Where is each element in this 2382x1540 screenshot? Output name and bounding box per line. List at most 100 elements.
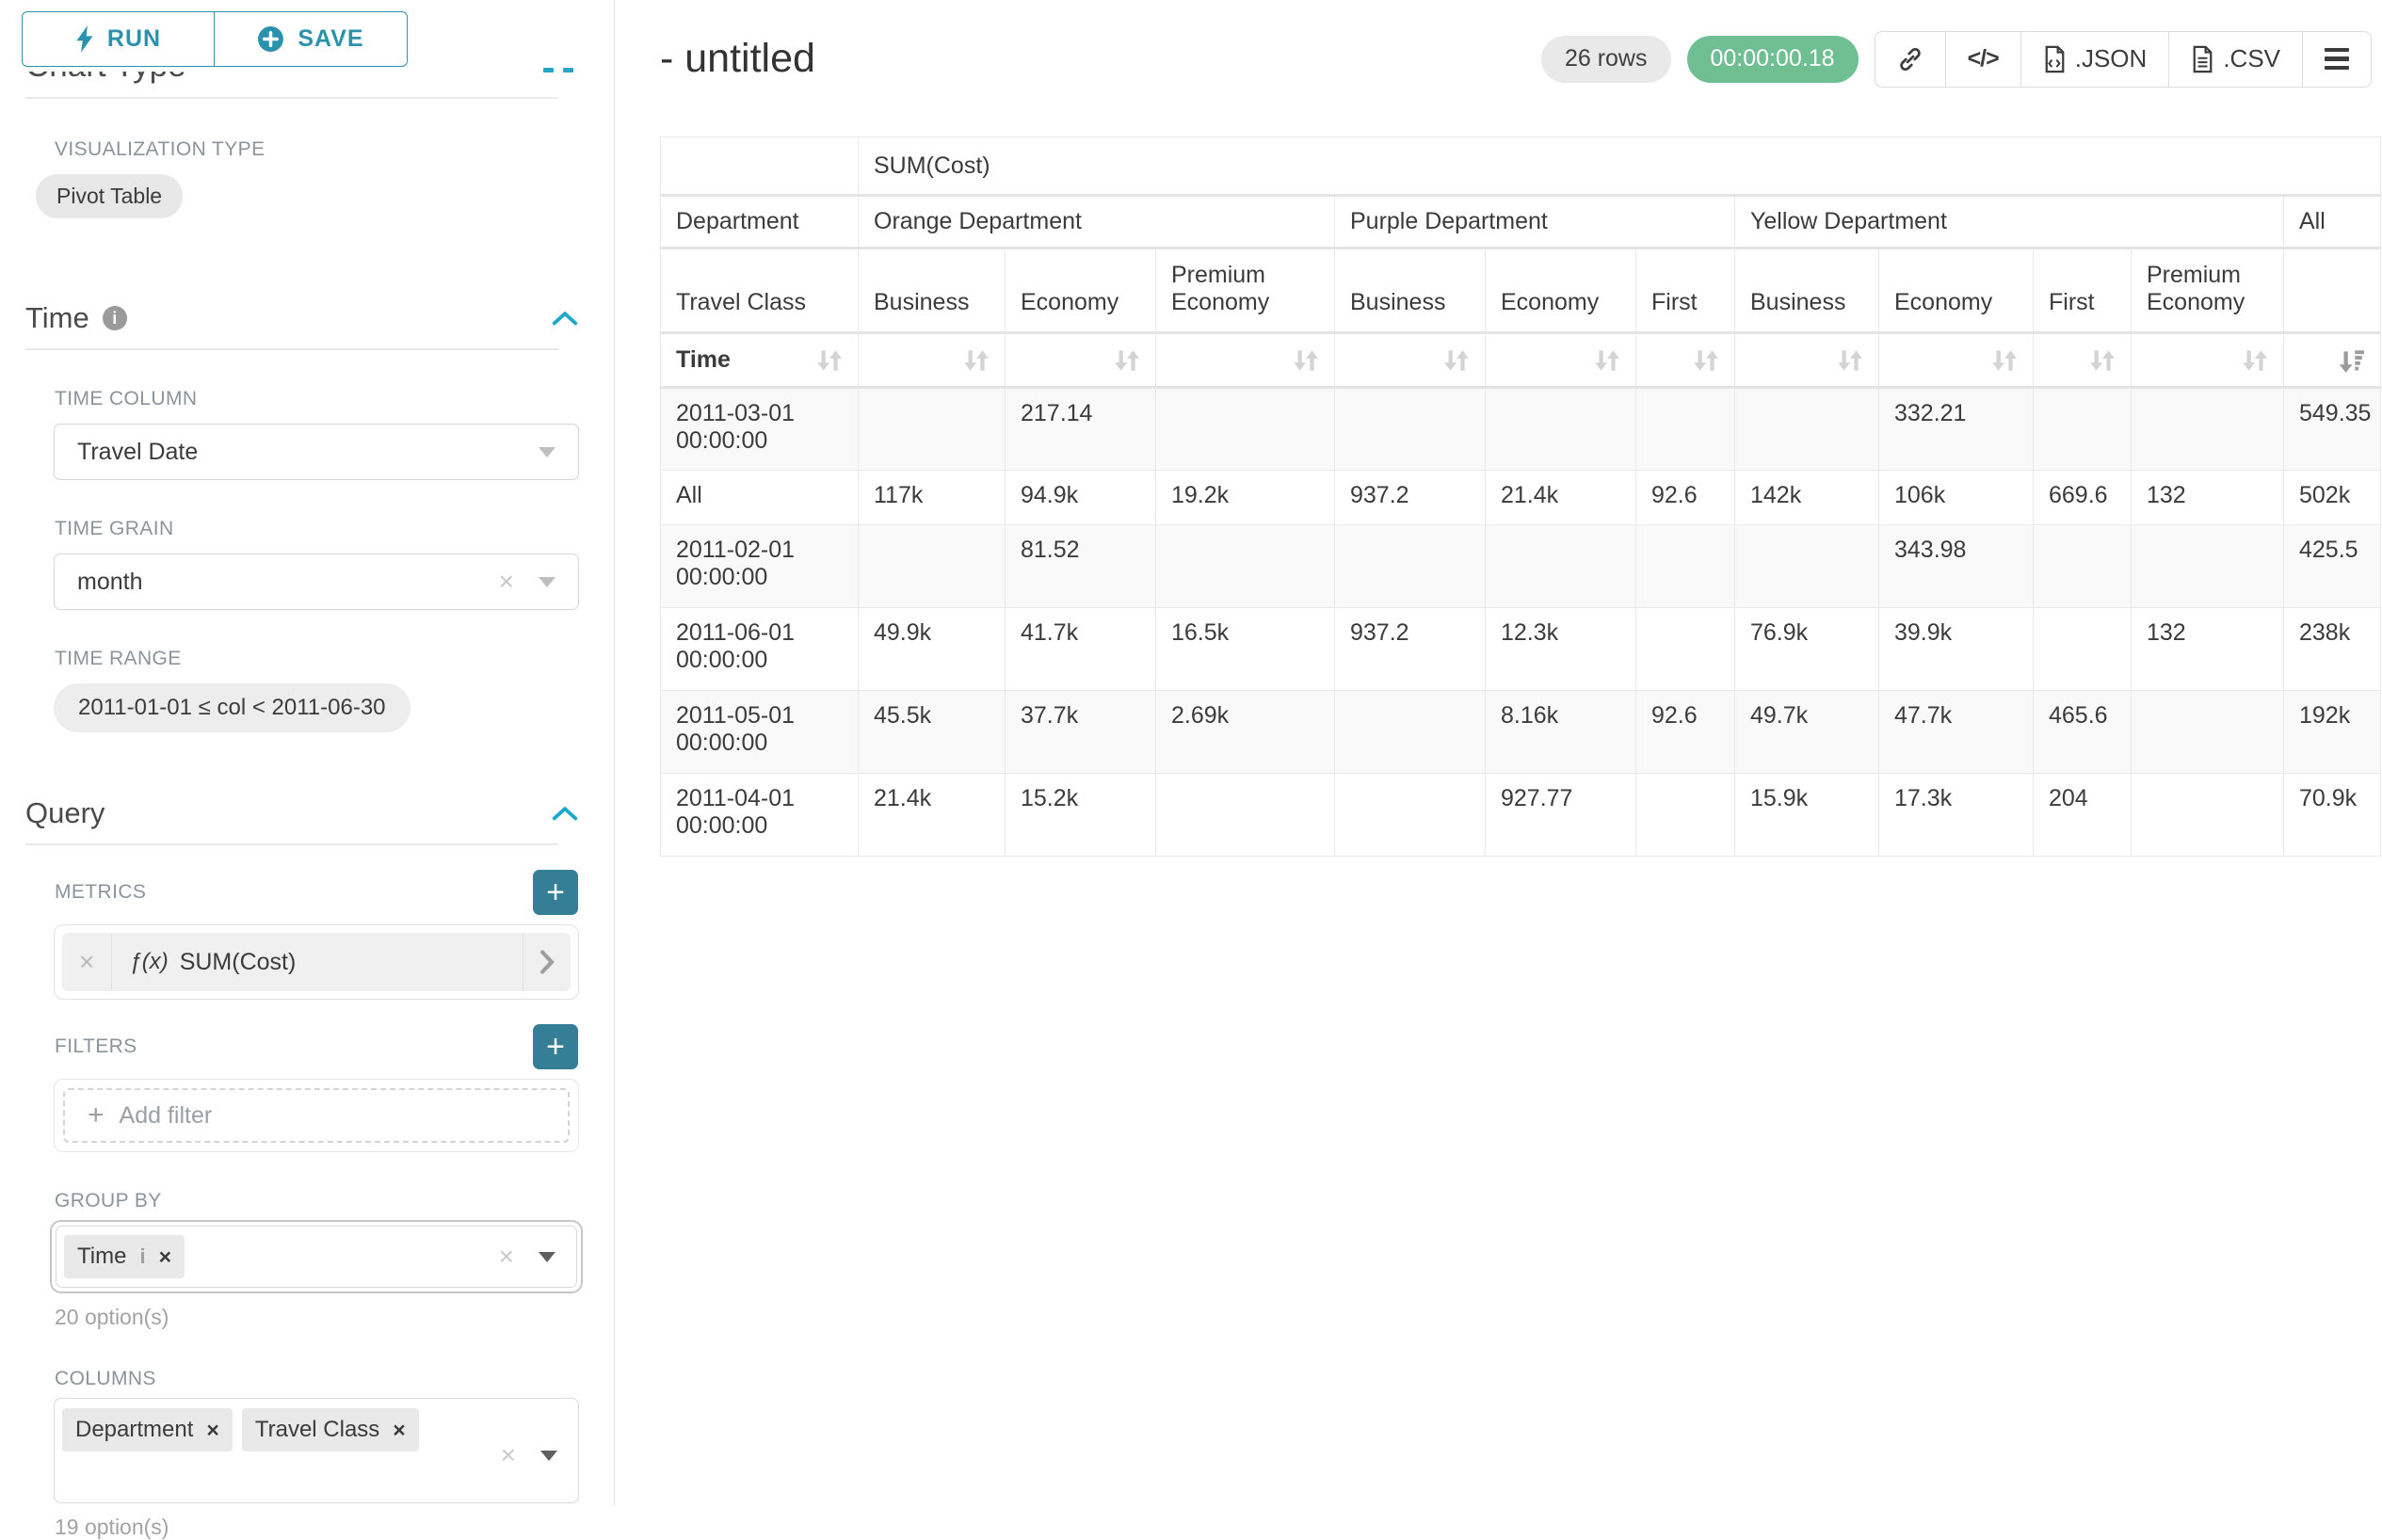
- sort-header[interactable]: [1735, 333, 1879, 388]
- remove-tag-icon[interactable]: ×: [159, 1244, 171, 1270]
- caret-down-icon: [539, 577, 555, 587]
- group-by-select[interactable]: Time i × ×: [56, 1226, 577, 1288]
- columns-tag[interactable]: Travel Class ×: [242, 1408, 419, 1452]
- columns-tag[interactable]: Department ×: [62, 1408, 233, 1452]
- remove-tag-icon[interactable]: ×: [393, 1418, 405, 1443]
- time-range-label: TIME RANGE: [55, 648, 578, 670]
- value-cell: [2132, 691, 2284, 774]
- add-filter-label: Add filter: [120, 1102, 213, 1130]
- value-cell: 502k: [2284, 471, 2381, 525]
- value-cell: 81.52: [1006, 525, 1156, 608]
- query-duration-badge: 00:00:00.18: [1687, 36, 1859, 83]
- group-by-options-hint: 20 option(s): [55, 1305, 614, 1330]
- add-filter-button[interactable]: +: [533, 1024, 578, 1069]
- chevron-right-icon[interactable]: [523, 933, 571, 991]
- export-json-button[interactable]: .JSON: [2020, 32, 2169, 87]
- time-column-select[interactable]: Travel Date: [54, 424, 579, 480]
- corner-cell: [661, 137, 859, 196]
- columns-select[interactable]: Department × Travel Class × ×: [54, 1398, 579, 1503]
- value-cell: 332.21: [1879, 388, 2034, 471]
- value-cell: [1735, 388, 1879, 471]
- sort-icon[interactable]: [1441, 346, 1470, 375]
- sort-header[interactable]: [1335, 333, 1486, 388]
- value-cell: 937.2: [1335, 608, 1486, 691]
- sort-icon[interactable]: [2087, 346, 2116, 375]
- run-button[interactable]: RUN: [22, 11, 215, 67]
- csv-file-icon: [2191, 45, 2214, 73]
- value-cell: 92.6: [1636, 471, 1735, 525]
- value-cell: 92.6: [1636, 691, 1735, 774]
- value-cell: [2034, 525, 2132, 608]
- pivot-row: 2011-03-01 00:00:00217.14332.21549.35: [661, 388, 2381, 471]
- value-cell: 132: [2132, 608, 2284, 691]
- time-sort-header[interactable]: Time: [661, 333, 859, 388]
- clear-icon[interactable]: ×: [499, 1243, 514, 1270]
- chart-title[interactable]: - untitled: [660, 36, 815, 82]
- visualization-type-value[interactable]: Pivot Table: [36, 174, 183, 218]
- value-cell: 549.35: [2284, 388, 2381, 471]
- travel-class-header: First: [2034, 249, 2132, 333]
- chevron-up-icon[interactable]: [552, 805, 578, 822]
- plus-circle-icon: [257, 25, 284, 53]
- sort-header[interactable]: [859, 333, 1006, 388]
- clear-icon[interactable]: ×: [501, 1442, 516, 1468]
- export-csv-button[interactable]: .CSV: [2168, 32, 2302, 87]
- save-button[interactable]: SAVE: [215, 11, 408, 67]
- value-cell: [859, 525, 1006, 608]
- sort-header[interactable]: [2034, 333, 2132, 388]
- sort-icon[interactable]: [1592, 346, 1620, 375]
- pivot-table: SUM(Cost)DepartmentOrange DepartmentPurp…: [660, 136, 2381, 857]
- sort-header[interactable]: [1879, 333, 2034, 388]
- value-cell: [859, 388, 1006, 471]
- value-cell: 937.2: [1335, 471, 1486, 525]
- sort-icon[interactable]: [2240, 346, 2268, 375]
- filter-list: + Add filter: [54, 1079, 579, 1152]
- remove-tag-icon[interactable]: ×: [206, 1418, 218, 1443]
- value-cell: 70.9k: [2284, 774, 2381, 857]
- menu-button[interactable]: [2302, 32, 2371, 87]
- value-cell: 343.98: [1879, 525, 2034, 608]
- code-icon: </>: [1968, 45, 1999, 72]
- sort-header[interactable]: [1006, 333, 1156, 388]
- add-filter-dropzone[interactable]: + Add filter: [63, 1088, 570, 1143]
- sort-icon[interactable]: [961, 346, 990, 375]
- embed-code-button[interactable]: </>: [1945, 32, 2020, 87]
- sort-icon[interactable]: [1989, 346, 2018, 375]
- travel-class-header: Business: [1335, 249, 1486, 333]
- sort-header[interactable]: [1156, 333, 1335, 388]
- value-cell: [1335, 774, 1486, 857]
- value-cell: 465.6: [2034, 691, 2132, 774]
- value-cell: 45.5k: [859, 691, 1006, 774]
- copy-link-button[interactable]: [1875, 32, 1945, 87]
- clear-icon[interactable]: ×: [499, 569, 514, 595]
- query-section-title: Query: [25, 796, 105, 830]
- value-cell: 217.14: [1006, 388, 1156, 471]
- sort-icon[interactable]: [1691, 346, 1719, 375]
- menu-icon: [2325, 48, 2349, 71]
- metric-item[interactable]: × ƒ(x) SUM(Cost): [62, 933, 571, 991]
- value-cell: [1486, 388, 1636, 471]
- chevron-up-icon[interactable]: [552, 310, 578, 327]
- remove-metric-icon[interactable]: ×: [62, 933, 112, 991]
- sort-header[interactable]: [1636, 333, 1735, 388]
- value-cell: 21.4k: [859, 774, 1006, 857]
- sort-icon[interactable]: [1112, 346, 1140, 375]
- sort-icon[interactable]: [1835, 346, 1863, 375]
- value-cell: [1735, 525, 1879, 608]
- sort-icon[interactable]: [1291, 346, 1319, 375]
- sort-desc-icon[interactable]: [2337, 346, 2365, 375]
- sort-header[interactable]: [2132, 333, 2284, 388]
- metric-list: × ƒ(x) SUM(Cost): [54, 924, 579, 1000]
- sort-header[interactable]: [1486, 333, 1636, 388]
- value-cell: 76.9k: [1735, 608, 1879, 691]
- sort-icon[interactable]: [814, 346, 843, 375]
- add-metric-button[interactable]: +: [533, 870, 578, 915]
- link-icon: [1897, 46, 1923, 72]
- value-cell: 132: [2132, 471, 2284, 525]
- time-grain-label: TIME GRAIN: [55, 518, 578, 540]
- sort-header-active[interactable]: [2284, 333, 2381, 388]
- time-grain-select[interactable]: month ×: [54, 553, 579, 610]
- group-by-tag[interactable]: Time i ×: [64, 1235, 185, 1278]
- time-range-value[interactable]: 2011-01-01 ≤ col < 2011-06-30: [54, 683, 410, 732]
- value-cell: [1156, 388, 1335, 471]
